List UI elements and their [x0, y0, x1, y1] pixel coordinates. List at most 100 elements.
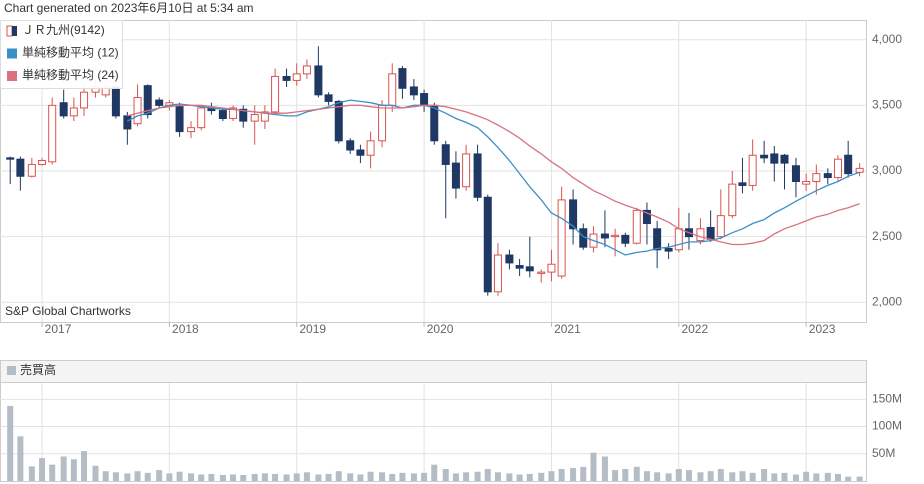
candle-body	[493, 254, 502, 293]
candle-body	[812, 173, 821, 183]
candle-body	[378, 104, 387, 142]
volume-bar	[261, 473, 268, 481]
volume-bar	[771, 473, 778, 481]
volume-bar	[548, 471, 555, 481]
candle-body	[27, 163, 36, 177]
volume-bar	[665, 473, 672, 481]
volume-bar	[60, 456, 67, 481]
volume-bar	[516, 474, 523, 481]
volume-bar	[463, 472, 470, 481]
volume-bar	[431, 464, 438, 481]
candle-body	[537, 271, 546, 274]
candle-body	[356, 149, 365, 156]
volume-bar	[484, 469, 491, 481]
x-tick-label: 2017	[45, 322, 72, 336]
candle-body	[123, 115, 132, 130]
volume-bar	[283, 474, 290, 481]
volume-bar	[707, 471, 714, 481]
candle-body	[855, 167, 864, 173]
volume-bar	[633, 466, 640, 481]
candle-body	[844, 154, 853, 175]
candle-body	[16, 158, 25, 177]
chart-title: Chart generated on 2023年6月10日 at 5:34 am	[4, 1, 254, 15]
volume-bar	[558, 469, 565, 481]
candle-body	[48, 104, 57, 163]
volume-bar	[399, 472, 406, 481]
legend-swatch-down	[12, 26, 17, 36]
candle-body	[716, 215, 725, 238]
candle-body	[483, 196, 492, 293]
volume-bar	[452, 473, 459, 481]
volume-bar	[7, 405, 14, 481]
volume-bar	[208, 473, 215, 481]
volume-bar	[39, 458, 46, 481]
candle-body	[38, 159, 47, 165]
candle-body	[802, 181, 811, 185]
candle-body	[59, 102, 68, 117]
volume-bar	[389, 473, 396, 481]
candle-body	[6, 157, 15, 160]
volume-bar	[526, 473, 533, 481]
y-tick-label: 100M	[872, 419, 902, 433]
candle-body	[250, 114, 259, 122]
candle-body	[239, 108, 248, 122]
volume-bar	[739, 471, 746, 481]
volume-bar	[81, 451, 88, 481]
candle-body	[748, 154, 757, 186]
volume-bar	[685, 470, 692, 481]
candle-body	[505, 254, 514, 264]
volume-bar	[92, 465, 99, 481]
candle-body	[451, 162, 460, 189]
candle-body	[674, 228, 683, 251]
volume-bar	[845, 476, 852, 481]
volume-bar	[347, 473, 354, 481]
candle-body	[175, 106, 184, 133]
volume-bar	[792, 474, 799, 481]
candle-body	[430, 104, 439, 142]
legend-label: ＪＲ九州(9142)	[22, 23, 105, 37]
x-tick-label: 2018	[172, 322, 199, 336]
legend-swatch	[7, 366, 16, 375]
candle-body	[111, 86, 120, 117]
candle-body	[706, 226, 715, 240]
volume-bar	[813, 473, 820, 481]
volume-bar	[622, 469, 629, 481]
volume-bar	[251, 473, 258, 481]
candle-body	[271, 75, 280, 113]
candle-body	[302, 65, 311, 75]
volume-bar	[49, 464, 56, 481]
candle-body	[229, 107, 238, 119]
legend-label: 売買高	[20, 362, 56, 377]
y-tick-label: 3,500	[872, 98, 902, 112]
candle-body	[642, 209, 651, 225]
volume-bar	[17, 436, 24, 481]
candle-body	[69, 107, 78, 117]
candle-body	[143, 85, 152, 116]
candle-body	[260, 111, 269, 122]
volume-bar	[643, 471, 650, 481]
volume-bar	[367, 471, 374, 481]
volume-bar	[219, 475, 226, 481]
volume-bar	[102, 471, 109, 481]
volume-bar	[834, 473, 841, 481]
candle-body	[155, 99, 164, 106]
candle-body	[525, 266, 534, 272]
volume-bar	[198, 474, 205, 481]
volume-bar	[112, 472, 119, 481]
legend-box	[0, 20, 123, 89]
candle-body	[398, 68, 407, 89]
volume-bar	[717, 469, 724, 481]
candle-body	[366, 140, 375, 156]
candle-body	[292, 73, 301, 81]
candle-body	[346, 140, 355, 151]
x-tick-label: 2020	[427, 322, 454, 336]
volume-bar	[675, 469, 682, 481]
volume-bar	[410, 473, 417, 481]
legend-swatch	[7, 48, 17, 59]
volume-bar	[442, 469, 449, 481]
candle-body	[632, 209, 641, 244]
candle-body	[728, 183, 737, 217]
volume-bar	[134, 471, 141, 481]
candle-body	[791, 165, 800, 183]
